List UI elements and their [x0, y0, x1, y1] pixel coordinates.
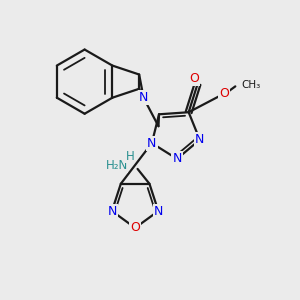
Text: O: O	[130, 221, 140, 234]
Text: H₂N: H₂N	[106, 159, 128, 172]
Text: H: H	[126, 150, 134, 163]
Text: CH₃: CH₃	[241, 80, 260, 90]
Text: O: O	[219, 87, 229, 100]
Text: N: N	[154, 205, 163, 218]
Text: N: N	[147, 136, 157, 150]
Text: N: N	[172, 152, 182, 165]
Text: N: N	[195, 133, 205, 146]
Text: N: N	[139, 92, 148, 104]
Text: N: N	[107, 205, 117, 218]
Text: O: O	[189, 71, 199, 85]
